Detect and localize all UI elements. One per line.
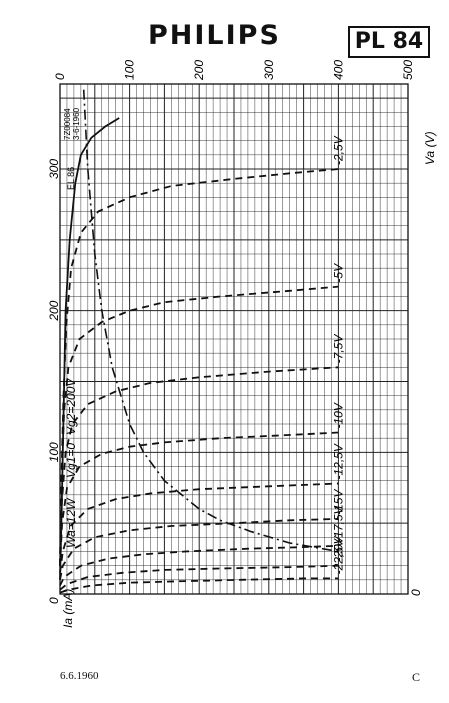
ia-tick-label: 0 [47,597,61,604]
sheet-letter: C [412,670,421,684]
curve--7-5V [59,366,339,566]
annotation-vg1: Vg1=0 [64,443,78,478]
origin-tick-label: 0 [409,589,423,596]
va-tick-label: 500 [401,60,415,80]
plot-frame [59,83,409,595]
va-tick-label: 300 [262,60,276,80]
curve--2-5V [59,168,339,566]
chart-curves [59,89,339,594]
tube-type-box: PL 84 [348,26,430,58]
va-tick-label: 400 [331,60,345,80]
x-axis-label: Ia (mA) [61,589,75,628]
va-tick-label: 100 [123,60,137,80]
chart-grid [59,83,409,595]
curve-label: -20V [331,535,345,561]
curve--17-5V [59,544,339,586]
curve-label: -17,5V [331,505,345,541]
ref-code: EL 86 [66,167,76,190]
ia-tick-label: 300 [47,159,61,179]
drawing-number: 7Z00084 [63,108,72,140]
footer-date: 6.6.1960 [60,670,99,682]
ia-tick-label: 100 [47,442,61,462]
curve-label: -5V [331,263,345,283]
y-axis-label: Va (V) [423,131,437,165]
chart-labels: 0 100 200 300 400 500 0 100 200 300 0 -2,5V -5V -7,5V… [47,60,423,604]
ia-tick-label: 200 [47,300,61,321]
drawing-date: 3-6-1960 [72,107,81,140]
curve--12-5V [59,482,339,573]
brand-logo: PHILIPS [148,20,281,51]
curve-label: -10V [331,402,345,428]
curve-label: -12,5V [331,443,345,479]
va-tick-label: 0 [53,73,67,80]
curve--10V [59,431,339,566]
curve-label: -2,5V [331,135,345,165]
va-tick-label: 200 [192,60,206,81]
curve--5V [59,285,339,566]
annotation-vg2: Vg2=200V [64,378,78,435]
curve-label: -22,5V [331,538,345,574]
curve--20V [59,564,339,591]
annotation-wa: Wa=12W [64,497,78,548]
curve-label: -7,5V [331,334,345,364]
curve-Wa-12W [82,89,339,553]
curve-label: -15V [331,489,345,515]
curve--22-5V [59,577,339,594]
